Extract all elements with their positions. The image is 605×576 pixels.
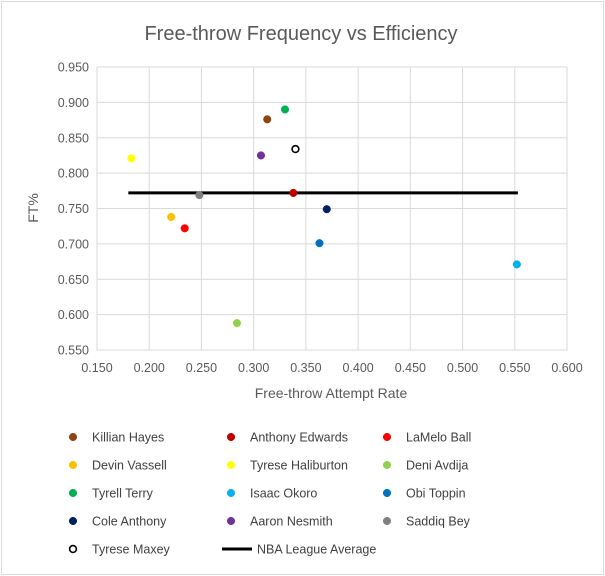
chart-title: Free-throw Frequency vs Efficiency (144, 23, 457, 45)
data-point-tyrese-maxey (291, 144, 300, 154)
data-point-devin-vassell (167, 212, 176, 222)
data-point-aaron-nesmith (256, 151, 266, 160)
y-axis-ticks: 0.550 0.600 0.650 0.700 0.750 0.800 0.850 0.900… (58, 61, 89, 358)
x-tick-label: 0.550 (499, 361, 530, 375)
y-tick-label: 0.650 (58, 273, 89, 287)
x-tick-label: 0.400 (342, 361, 373, 375)
data-point-obi-toppin (315, 239, 324, 248)
legend-swatch-aaron-nesmith (226, 516, 236, 526)
legend-swatch-lamelo-ball (382, 432, 392, 442)
legend-label-devin-vassell: Devin Vassell (92, 459, 167, 473)
legend-label-tyrese-maxey: Tyrese Maxey (92, 543, 171, 557)
data-point-anthony-edwards (289, 188, 298, 197)
legend-label-lamelo-ball: LaMelo Ball (406, 431, 471, 445)
legend-label-deni-avdija: Deni Avdija (406, 459, 468, 473)
data-point-saddiq-bey (195, 191, 204, 200)
legend-swatch-deni-avdija (382, 460, 392, 470)
legend-swatch-obi-toppin (382, 488, 392, 498)
legend-swatch-saddiq-bey (382, 516, 392, 526)
legend-label-saddiq-bey: Saddiq Bey (406, 515, 471, 529)
legend-label-cole-anthony: Cole Anthony (92, 515, 167, 529)
data-point-lamelo-ball (180, 224, 189, 233)
y-tick-label: 0.950 (58, 61, 89, 75)
x-tick-label: 0.350 (290, 361, 321, 375)
data-points (127, 105, 521, 328)
legend-swatch-tyrell-terry (68, 488, 78, 498)
data-point-tyrese-haliburton (127, 154, 136, 163)
x-tick-label: 0.250 (186, 361, 217, 375)
legend-label-killian-hayes: Killian Hayes (92, 431, 164, 445)
legend-label-anthony-edwards: Anthony Edwards (250, 431, 348, 445)
legend-label-nba-league-average: NBA League Average (257, 543, 376, 557)
legend-swatch-tyrese-maxey (68, 544, 78, 554)
legend-label-aaron-nesmith: Aaron Nesmith (250, 515, 333, 529)
y-tick-label: 0.800 (58, 167, 89, 181)
x-axis-ticks: 0.150 0.200 0.250 0.300 0.350 0.400 0.450 0.500… (81, 361, 582, 375)
y-tick-label: 0.850 (58, 131, 89, 145)
legend-swatch-anthony-edwards (226, 432, 236, 442)
y-tick-label: 0.700 (58, 237, 89, 251)
data-point-deni-avdija (232, 319, 242, 328)
data-point-tyrell-terry (280, 105, 290, 114)
legend: Killian Hayes Anthony Edwards LaMelo Ball D… (68, 431, 471, 557)
data-point-killian-hayes (263, 115, 272, 124)
x-tick-label: 0.300 (238, 361, 269, 375)
x-axis-label: Free-throw Attempt Rate (255, 385, 408, 401)
legend-swatch-cole-anthony (68, 516, 78, 526)
legend-label-isaac-okoro: Isaac Okoro (250, 487, 317, 501)
x-tick-label: 0.450 (395, 361, 426, 375)
legend-swatch-isaac-okoro (226, 488, 236, 498)
x-tick-label: 0.150 (81, 361, 112, 375)
y-axis-label: FT% (25, 193, 41, 223)
x-tick-label: 0.600 (551, 361, 582, 375)
x-tick-label: 0.200 (134, 361, 165, 375)
x-tick-label: 0.500 (447, 361, 478, 375)
legend-label-obi-toppin: Obi Toppin (406, 487, 466, 501)
legend-swatch-killian-hayes (68, 432, 78, 442)
data-point-isaac-okoro (512, 260, 521, 269)
legend-label-tyrese-haliburton: Tyrese Haliburton (250, 459, 348, 473)
y-tick-label: 0.550 (58, 344, 89, 358)
y-tick-label: 0.750 (58, 202, 89, 216)
legend-swatch-tyrese-haliburton (226, 460, 236, 470)
legend-label-tyrell-terry: Tyrell Terry (92, 487, 154, 501)
y-tick-label: 0.600 (58, 308, 89, 322)
legend-swatch-devin-vassell (68, 460, 78, 470)
data-point-cole-anthony (322, 205, 331, 214)
gridlines (96, 66, 568, 351)
y-tick-label: 0.900 (58, 96, 89, 110)
